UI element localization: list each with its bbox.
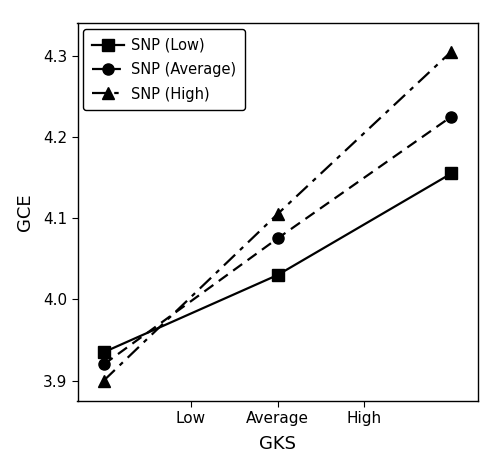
Y-axis label: GCE: GCE (16, 193, 34, 231)
SNP (Average) (448, 114, 454, 119)
X-axis label: GKS: GKS (259, 435, 296, 453)
SNP (Low) (448, 171, 454, 176)
Line: SNP (Low): SNP (Low) (98, 168, 457, 358)
SNP (Low) (100, 349, 106, 355)
SNP (High) (100, 378, 106, 384)
Line: SNP (High): SNP (High) (98, 45, 458, 387)
SNP (High) (448, 49, 454, 54)
Legend: SNP (Low), SNP (Average), SNP (High): SNP (Low), SNP (Average), SNP (High) (84, 29, 245, 110)
Line: SNP (Average): SNP (Average) (98, 111, 457, 370)
SNP (High) (274, 211, 280, 217)
SNP (Low) (274, 272, 280, 278)
SNP (Average) (100, 362, 106, 367)
SNP (Average) (274, 236, 280, 241)
